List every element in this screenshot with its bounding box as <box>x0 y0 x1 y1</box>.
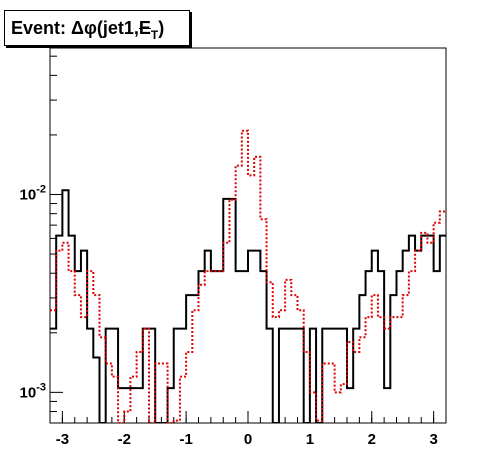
title-phi: φ <box>83 18 97 38</box>
title-paren-close: ) <box>158 18 165 38</box>
title-box: Event: Δφ(jet1,ET) <box>4 10 190 46</box>
plot-frame <box>49 47 447 424</box>
title-delta: Δ <box>71 18 84 38</box>
series-solid-line <box>50 189 446 423</box>
x-tick-label: -1 <box>179 431 192 448</box>
series-dotted-line <box>50 129 446 423</box>
x-tick-label: 2 <box>368 431 376 448</box>
x-tick-label: -3 <box>56 431 69 448</box>
title-jet: jet1, <box>102 18 139 38</box>
x-tick-label: 0 <box>244 431 252 448</box>
x-tick-label: 3 <box>429 431 437 448</box>
title-prefix: Event: <box>11 18 72 38</box>
chart-title: Event: Δφ(jet1,ET) <box>11 18 164 42</box>
title-paren-open: ( <box>96 18 103 38</box>
y-tick-label: 10-3 <box>20 381 46 401</box>
x-tick-label: 1 <box>306 431 314 448</box>
y-tick-label: 10-2 <box>20 183 46 203</box>
title-met-symbol: E <box>138 18 151 38</box>
title-met-sub: T <box>150 28 159 42</box>
x-tick-label: -2 <box>118 431 131 448</box>
